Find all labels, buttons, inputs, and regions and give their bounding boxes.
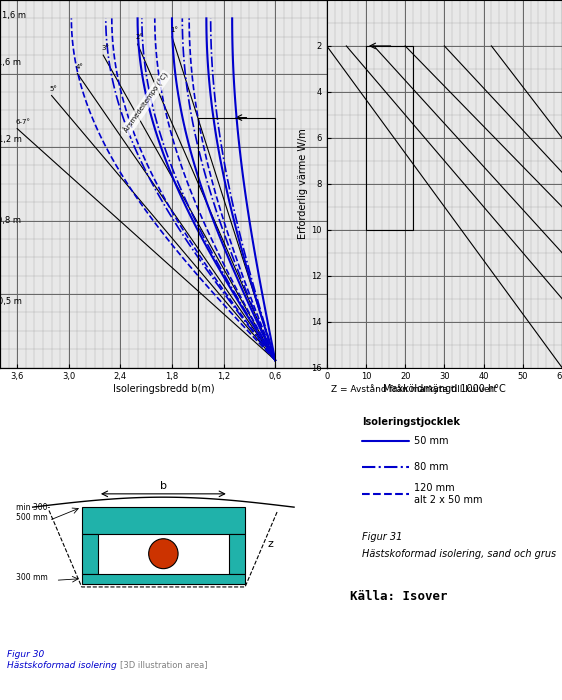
Y-axis label: Erforderlig värme W/m: Erforderlig värme W/m [298, 128, 309, 239]
Text: Isoleringstjocklek: Isoleringstjocklek [362, 417, 460, 428]
Text: Hästskoformad isolering, sand och grus: Hästskoformad isolering, sand och grus [362, 549, 556, 559]
Text: Z = 0,8 m: Z = 0,8 m [0, 216, 21, 225]
Polygon shape [81, 574, 245, 584]
Text: 80 mm: 80 mm [414, 462, 448, 472]
Text: Z = 1,6 m: Z = 1,6 m [0, 58, 21, 67]
Text: Z = Avstånd från markyta till kulvert: Z = Avstånd från markyta till kulvert [332, 384, 497, 394]
Text: [3D illustration area]: [3D illustration area] [120, 659, 207, 668]
Text: Z = 1,6 m: Z = 1,6 m [0, 11, 26, 20]
Text: 5°: 5° [50, 86, 58, 92]
X-axis label: Maxköldmängd 1000 h°C: Maxköldmängd 1000 h°C [383, 384, 506, 394]
Text: 50 mm: 50 mm [414, 435, 448, 446]
Text: Z = 1,2 m: Z = 1,2 m [0, 135, 21, 144]
Polygon shape [229, 533, 245, 574]
Text: b: b [160, 481, 167, 491]
Polygon shape [81, 533, 98, 574]
X-axis label: Isoleringsbredd b(m): Isoleringsbredd b(m) [112, 384, 214, 394]
Text: Figur 31: Figur 31 [362, 533, 402, 542]
Text: 300 mm: 300 mm [16, 573, 48, 582]
Text: Källa: Isover: Källa: Isover [350, 590, 448, 603]
Text: 3°: 3° [102, 46, 110, 52]
Polygon shape [81, 507, 245, 533]
Text: 6-7°: 6-7° [16, 119, 30, 125]
Text: Årsmedeltempo (°C): Årsmedeltempo (°C) [123, 71, 170, 134]
Circle shape [149, 539, 178, 568]
Text: 120 mm
alt 2 x 50 mm: 120 mm alt 2 x 50 mm [414, 483, 482, 505]
Text: z: z [268, 539, 274, 549]
Text: min 300-
500 mm: min 300- 500 mm [16, 503, 51, 522]
Text: Z = 0,5 m: Z = 0,5 m [0, 297, 21, 306]
Text: 2°: 2° [136, 34, 144, 41]
Text: 1°: 1° [170, 27, 178, 33]
Text: 4°: 4° [76, 64, 84, 70]
Text: Figur 30
Hästskoformad isolering: Figur 30 Hästskoformad isolering [7, 650, 116, 669]
